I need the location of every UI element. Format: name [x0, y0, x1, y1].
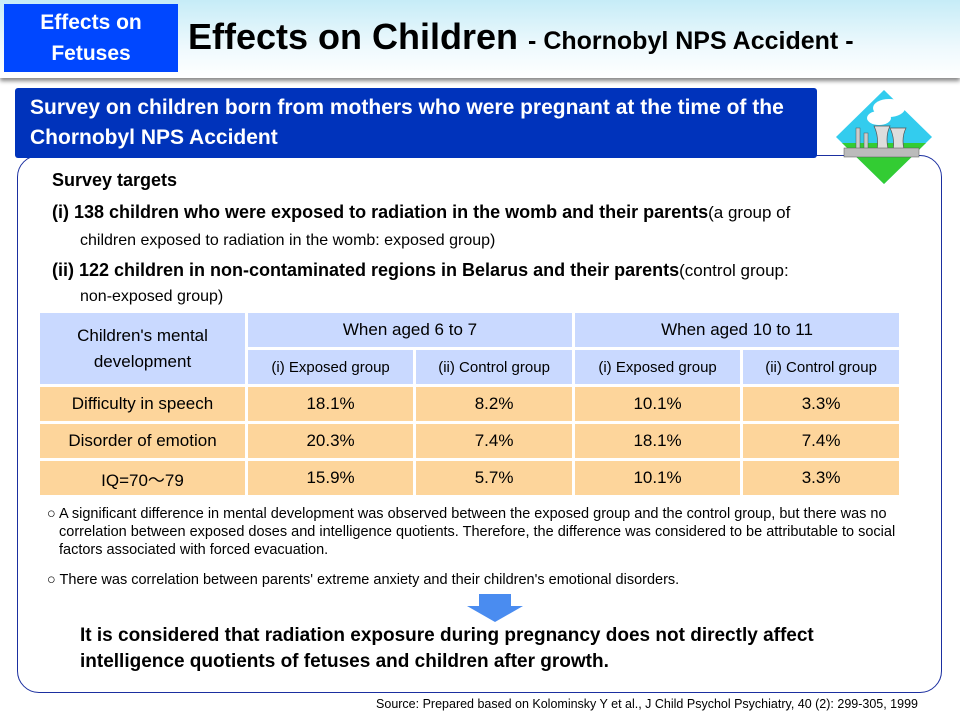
cell: 3.3% — [743, 461, 899, 495]
table-row: Difficulty in speech 18.1% 8.2% 10.1% 3.… — [40, 387, 899, 421]
row-label: Disorder of emotion — [40, 424, 245, 458]
note-2: ○ There was correlation between parents'… — [47, 572, 680, 588]
source-citation: Source: Prepared based on Kolominsky Y e… — [376, 697, 918, 711]
title-main: Effects on Children — [188, 16, 519, 57]
cell: 8.2% — [416, 387, 572, 421]
cell: 7.4% — [416, 424, 572, 458]
table-row: Disorder of emotion 20.3% 7.4% 18.1% 7.4… — [40, 424, 899, 458]
nuclear-plant-icon — [836, 90, 932, 184]
survey-banner: Survey on children born from mothers who… — [15, 88, 817, 158]
note-1: ○ A significant difference in mental dev… — [47, 506, 896, 558]
cell: 20.3% — [248, 424, 414, 458]
cell: 18.1% — [574, 424, 741, 458]
target-i-rest: (a group of — [708, 203, 791, 222]
cell: 15.9% — [248, 461, 414, 495]
cell: 18.1% — [248, 387, 414, 421]
section-tag: Effects on Fetuses — [4, 4, 178, 72]
down-arrow-icon — [467, 594, 523, 622]
cell: 3.3% — [743, 387, 899, 421]
conclusion: It is considered that radiation exposure… — [80, 625, 814, 672]
row-label: IQ=70～79 — [40, 461, 245, 495]
row-label: Difficulty in speech — [40, 387, 245, 421]
cell: 7.4% — [743, 424, 899, 458]
subheader: (i) Exposed group — [574, 350, 741, 384]
cell: 10.1% — [574, 387, 741, 421]
target-ii-line2: non-exposed group) — [80, 288, 224, 305]
cell: 10.1% — [574, 461, 741, 495]
title-sub: - Chornobyl NPS Accident - — [528, 27, 854, 55]
target-i-bold: (i) 138 children who were exposed to rad… — [52, 202, 709, 222]
subheader: (ii) Control group — [416, 350, 572, 384]
subheader: (i) Exposed group — [248, 350, 414, 384]
slide-header: Effects on Fetuses Effects on Children -… — [0, 0, 960, 78]
table-row: IQ=70～79 15.9% 5.7% 10.1% 3.3% — [40, 461, 899, 495]
cell: 5.7% — [416, 461, 572, 495]
subheader: (ii) Control group — [743, 350, 899, 384]
page-title: Effects on Children - Chornobyl NPS Acci… — [188, 16, 854, 58]
results-table: Children's mental development When aged … — [37, 310, 902, 498]
target-i-line2: children exposed to radiation in the wom… — [80, 232, 496, 249]
survey-targets-heading: Survey targets — [52, 170, 178, 190]
target-ii: (ii) 122 children in non-contaminated re… — [52, 260, 789, 281]
target-i: (i) 138 children who were exposed to rad… — [52, 202, 790, 223]
target-ii-bold: (ii) 122 children in non-contaminated re… — [52, 260, 680, 280]
age-group-header: When aged 6 to 7 — [248, 313, 572, 347]
target-ii-rest: (control group: — [679, 261, 789, 280]
corner-header: Children's mental development — [40, 313, 245, 384]
age-group-header: When aged 10 to 11 — [574, 313, 899, 347]
